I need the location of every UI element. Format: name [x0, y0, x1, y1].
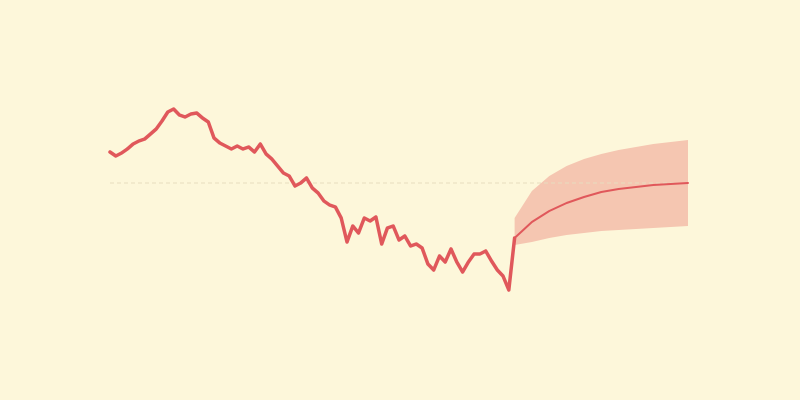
history-line [108, 107, 517, 292]
forecast-line [513, 182, 689, 239]
